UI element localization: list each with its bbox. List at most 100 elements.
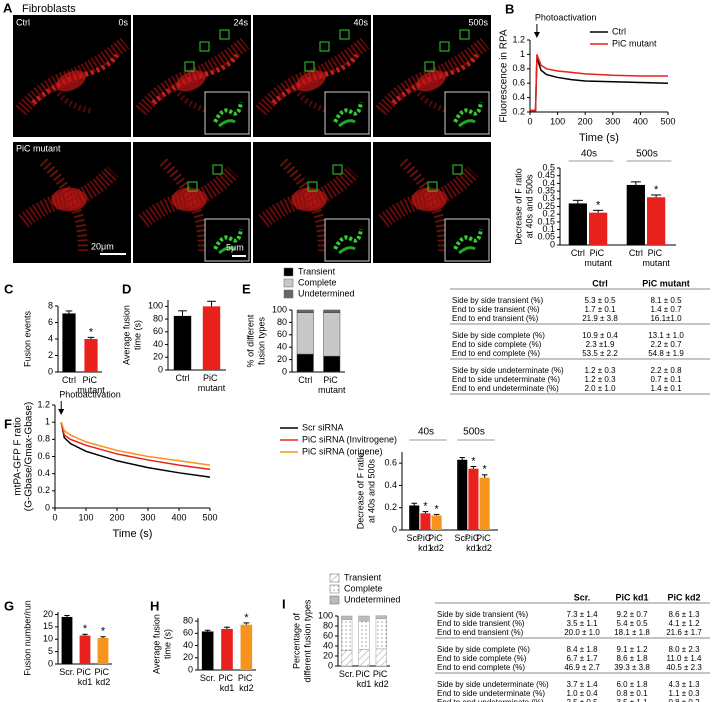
y-tick-label: 0.2	[37, 485, 50, 495]
table-cell: 7.3 ± 1.4	[566, 610, 598, 619]
y-tick-label: 0	[45, 502, 50, 512]
table-cell: 1.0 ± 0.4	[566, 689, 598, 698]
panel-letter: E	[242, 281, 251, 296]
bar-segment	[296, 312, 314, 355]
table-header: Ctrl	[592, 278, 608, 288]
legend-label: PiC siRNA (Invitrogene)	[302, 434, 397, 444]
y-tick-label: 1.2	[37, 399, 50, 409]
significance: *	[471, 455, 476, 467]
y-axis-label: Decrease of F ratio	[355, 453, 365, 530]
legend-label: Transient	[344, 572, 382, 582]
table-header: PiC kd1	[615, 592, 648, 602]
series-line	[60, 422, 211, 478]
x-tick-label: PiC kd2	[373, 669, 390, 689]
bar	[647, 197, 666, 245]
table-cell: 8.6 ± 1.3	[668, 610, 700, 619]
table-row-label: End to side undeterminate (%)	[437, 689, 545, 698]
table-cell: 10.9 ± 0.4	[582, 331, 618, 340]
y-tick-label: 10	[43, 634, 53, 644]
x-axis-label: Time (s)	[113, 528, 153, 540]
panel-title: Fibroblasts	[22, 3, 76, 15]
table-cell: 4.3 ± 1.3	[668, 680, 700, 689]
y-tick-label: 2	[48, 350, 53, 360]
bar-segment	[296, 309, 314, 313]
x-tick-label: 100	[78, 512, 93, 522]
bar-segment	[296, 353, 314, 373]
table-cell: 1.2 ± 0.3	[584, 366, 616, 375]
bar	[201, 631, 214, 670]
bar	[62, 313, 76, 372]
table-cell: 1.4 ± 0.7	[650, 305, 682, 314]
y-tick-label: 0.6	[384, 458, 397, 468]
y-tick-label: 0.35	[537, 185, 555, 195]
table-cell: 1.1 ± 0.3	[668, 689, 700, 698]
y-axis-label: (G-Gbase/Gmax-Gbase)	[24, 402, 35, 511]
table-header: PiC mutant	[642, 278, 690, 288]
table-row-label: End to end undeterminate (%)	[452, 384, 559, 393]
bar	[420, 513, 431, 530]
panel-letter: B	[505, 1, 514, 16]
table-row-label: Side by side undeterminate (%)	[452, 366, 564, 375]
scale-bar-label: 20μm	[91, 241, 114, 251]
y-tick-label: 0.6	[512, 78, 525, 88]
time-label: 24s	[233, 17, 248, 27]
y-tick-label: 0.2	[384, 502, 397, 512]
x-tick-label: Scr.	[59, 667, 75, 677]
legend-label: Ctrl	[612, 26, 626, 36]
y-tick-label: 20	[183, 652, 193, 662]
x-tick-label: 200	[109, 512, 124, 522]
micrographs	[13, 15, 491, 263]
bar-label: PiC kd2	[476, 533, 493, 553]
x-tick-label: PiC kd1	[218, 673, 235, 693]
y-axis-label: Fluorescence in RPA	[499, 29, 510, 123]
bar	[479, 477, 490, 530]
y-axis-label: fusion types	[256, 316, 266, 365]
x-tick-label: Scr.	[200, 673, 216, 683]
legend-label: Undetermined	[344, 594, 401, 604]
y-tick-label: 0.1	[542, 224, 555, 234]
table-cell: 2.2 ± 0.7	[650, 340, 682, 349]
bar-label: Ctrl	[571, 248, 585, 258]
table-row-label: Side by side complete (%)	[437, 645, 530, 654]
row-label: Ctrl	[16, 17, 30, 27]
legend-label: PiC mutant	[612, 38, 657, 48]
panel-letter: C	[4, 281, 14, 296]
table-cell: 9.2 ± 0.7	[616, 610, 648, 619]
series-line	[530, 57, 669, 112]
table-row-label: End to side transient (%)	[452, 305, 540, 314]
table-cell: 3.5 ± 1.1	[616, 698, 648, 702]
y-tick-label: 40	[277, 342, 287, 352]
table-row-label: End to side complete (%)	[437, 654, 527, 663]
legend-label: Complete	[344, 583, 383, 593]
table-cell: 0.7 ± 0.1	[650, 375, 682, 384]
table-cell: 16.1±1.0	[650, 314, 682, 323]
x-tick-label: 300	[605, 116, 620, 126]
y-tick-label: 100	[148, 301, 163, 311]
y-tick-label: 40	[153, 339, 163, 349]
x-tick-label: 400	[171, 512, 186, 522]
x-tick-label: PiC mutant	[77, 375, 105, 395]
bar-label: Scr.	[454, 533, 470, 543]
x-tick-label: PiC mutant	[318, 375, 346, 395]
series-line	[60, 421, 211, 471]
table-row-label: Side by side complete (%)	[452, 331, 545, 340]
time-label: 0s	[118, 17, 128, 27]
y-tick-label: 0.8	[512, 63, 525, 73]
group-label: 500s	[636, 149, 658, 160]
annotation-arrowhead	[533, 32, 540, 38]
significance: *	[482, 464, 487, 476]
table-cell: 46.9 ± 2.7	[564, 663, 600, 672]
y-tick-label: 20	[323, 650, 333, 660]
panel-letter: H	[150, 598, 159, 613]
significance: *	[654, 184, 659, 196]
bar-segment	[358, 620, 370, 650]
table-cell: 0.8 ± 0.2	[668, 698, 700, 702]
row-label: PiC mutant	[16, 143, 61, 153]
y-tick-label: 0.6	[37, 451, 50, 461]
channel-label: mtDsRed1	[86, 114, 129, 124]
table-cell: 1.7 ± 0.1	[584, 305, 616, 314]
y-tick-label: 0	[328, 660, 333, 670]
legend-swatch	[329, 584, 340, 594]
legend-label: Complete	[298, 277, 337, 287]
